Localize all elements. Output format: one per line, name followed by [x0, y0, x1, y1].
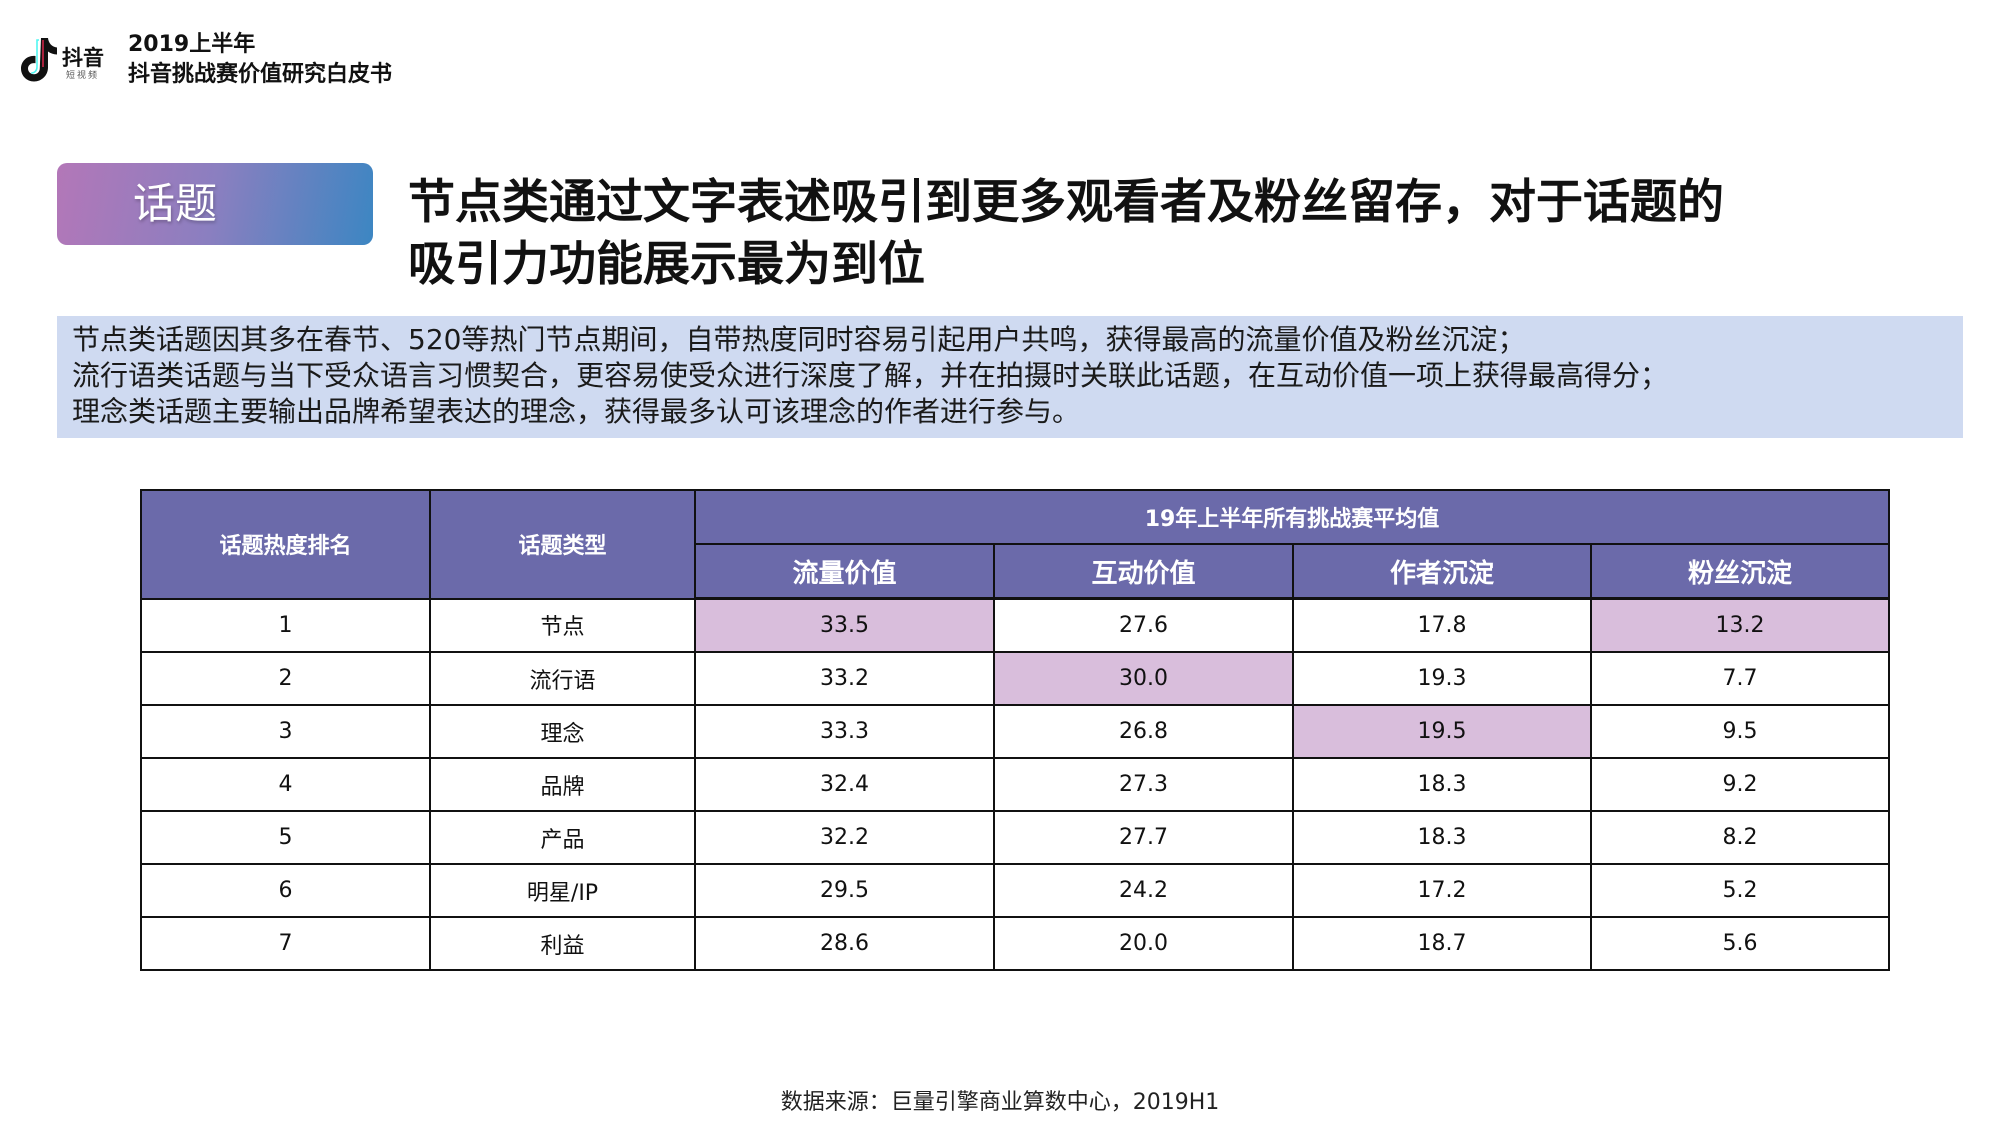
column-header-type: 话题类型 [429, 489, 696, 600]
section-tag: 话题 [57, 163, 373, 245]
headline-line2: 吸引力功能展示最为到位 [408, 237, 925, 292]
value-cell: 8.2 [1590, 810, 1890, 865]
table-row: 1 节点 33.5 27.6 17.8 13.2 [140, 597, 1890, 653]
value-cell: 19.3 [1292, 651, 1592, 706]
column-header-rank: 话题热度排名 [140, 489, 431, 600]
douyin-note-icon [21, 38, 57, 82]
value-cell: 28.6 [694, 916, 995, 971]
report-title-line1: 2019上半年 [128, 32, 256, 57]
table-row: 5 产品 32.2 27.7 18.3 8.2 [140, 810, 1890, 865]
value-cell: 27.7 [993, 810, 1294, 865]
value-cell: 17.2 [1292, 863, 1592, 918]
value-cell: 7.7 [1590, 651, 1890, 706]
value-cell: 33.2 [694, 651, 995, 706]
summary-line: 理念类话题主要输出品牌希望表达的理念，获得最多认可该理念的作者进行参与。 [72, 395, 1081, 428]
value-cell: 5.2 [1590, 863, 1890, 918]
column-header-traffic: 流量价值 [694, 543, 995, 600]
report-title: 2019上半年 抖音挑战赛价值研究白皮书 [128, 30, 392, 90]
value-cell: 30.0 [993, 651, 1294, 706]
value-cell: 9.2 [1590, 757, 1890, 812]
page-headline: 节点类通过文字表述吸引到更多观看者及粉丝留存，对于话题的 吸引力功能展示最为到位 [408, 172, 1908, 296]
challenge-value-table: 话题热度排名 话题类型 19年上半年所有挑战赛平均值 流量价值 互动价值 作者沉… [140, 489, 1890, 971]
summary-box: 节点类话题因其多在春节、520等热门节点期间，自带热度同时容易引起用户共鸣，获得… [57, 316, 1963, 438]
value-cell: 18.3 [1292, 810, 1592, 865]
table-row: 3 理念 33.3 26.8 19.5 9.5 [140, 704, 1890, 759]
column-header-creator: 作者沉淀 [1292, 543, 1592, 600]
value-cell: 17.8 [1292, 597, 1592, 653]
type-cell: 节点 [429, 597, 696, 653]
rank-cell: 6 [140, 863, 431, 918]
value-cell: 13.2 [1590, 597, 1890, 653]
type-cell: 流行语 [429, 651, 696, 706]
rank-cell: 2 [140, 651, 431, 706]
value-cell: 9.5 [1590, 704, 1890, 759]
table-row: 7 利益 28.6 20.0 18.7 5.6 [140, 916, 1890, 971]
value-cell: 27.6 [993, 597, 1294, 653]
value-cell: 20.0 [993, 916, 1294, 971]
douyin-logo: 抖音 短视频 [18, 36, 108, 86]
table-row: 2 流行语 33.2 30.0 19.3 7.7 [140, 651, 1890, 706]
value-cell: 18.7 [1292, 916, 1592, 971]
summary-line: 节点类话题因其多在春节、520等热门节点期间，自带热度同时容易引起用户共鸣，获得… [72, 323, 1526, 356]
value-cell: 33.3 [694, 704, 995, 759]
type-cell: 产品 [429, 810, 696, 865]
headline-line1: 节点类通过文字表述吸引到更多观看者及粉丝留存，对于话题的 [408, 175, 1724, 230]
logo-brand-text: 抖音 [62, 46, 104, 70]
value-cell: 18.3 [1292, 757, 1592, 812]
rank-cell: 1 [140, 597, 431, 653]
column-header-fans: 粉丝沉淀 [1590, 543, 1890, 600]
logo-sub-text: 短视频 [66, 71, 100, 81]
summary-line: 流行语类话题与当下受众语言习惯契合，更容易使受众进行深度了解，并在拍摄时关联此话… [72, 359, 1669, 392]
value-cell: 5.6 [1590, 916, 1890, 971]
report-title-line2: 抖音挑战赛价值研究白皮书 [128, 62, 393, 87]
data-source-note: 数据来源：巨量引擎商业算数中心，2019H1 [780, 1090, 1220, 1115]
column-header-interaction: 互动价值 [993, 543, 1294, 600]
rank-cell: 4 [140, 757, 431, 812]
value-cell: 33.5 [694, 597, 995, 653]
rank-cell: 3 [140, 704, 431, 759]
type-cell: 明星/IP [429, 863, 696, 918]
table-row: 4 品牌 32.4 27.3 18.3 9.2 [140, 757, 1890, 812]
value-cell: 27.3 [993, 757, 1294, 812]
rank-cell: 7 [140, 916, 431, 971]
type-cell: 品牌 [429, 757, 696, 812]
value-cell: 32.4 [694, 757, 995, 812]
value-cell: 24.2 [993, 863, 1294, 918]
value-cell: 29.5 [694, 863, 995, 918]
table-row: 6 明星/IP 29.5 24.2 17.2 5.2 [140, 863, 1890, 918]
rank-cell: 5 [140, 810, 431, 865]
type-cell: 理念 [429, 704, 696, 759]
value-cell: 19.5 [1292, 704, 1592, 759]
type-cell: 利益 [429, 916, 696, 971]
value-cell: 32.2 [694, 810, 995, 865]
value-cell: 26.8 [993, 704, 1294, 759]
group-header: 19年上半年所有挑战赛平均值 [694, 489, 1890, 545]
